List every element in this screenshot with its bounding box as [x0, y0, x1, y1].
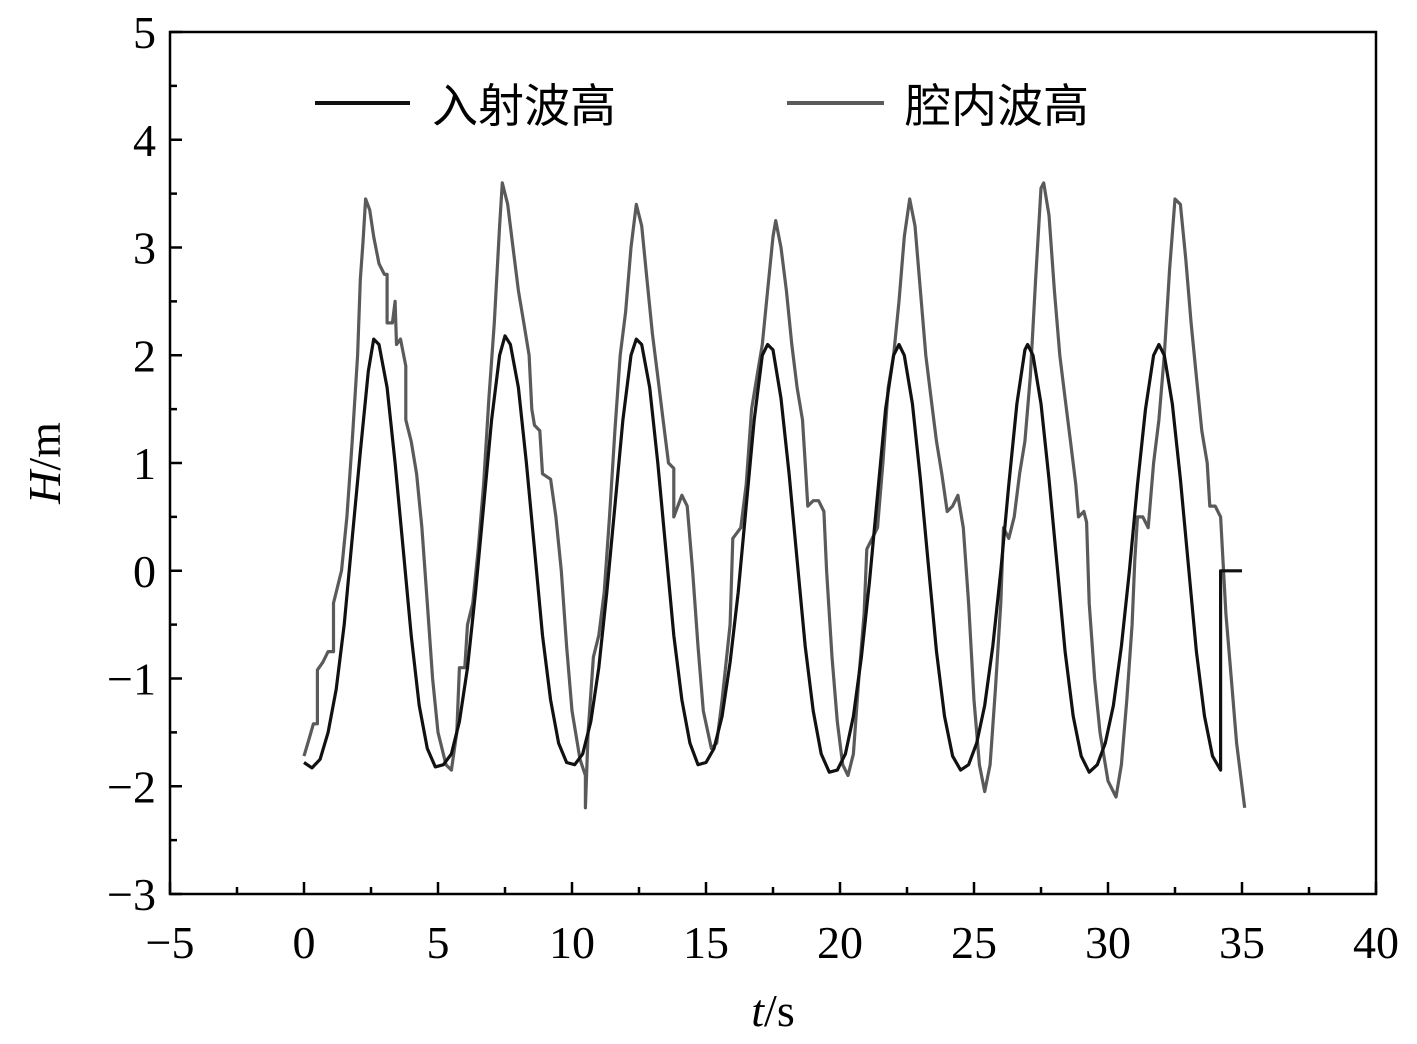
x-tick-label: −5 [146, 917, 195, 968]
y-tick-label: 5 [133, 7, 156, 58]
x-tick-label: 5 [427, 917, 450, 968]
y-tick-label: −1 [107, 654, 156, 705]
x-tick-label: 20 [817, 917, 863, 968]
x-tick-label: 35 [1219, 917, 1265, 968]
x-tick-label: 0 [293, 917, 316, 968]
y-tick-label: −3 [107, 869, 156, 920]
y-tick-label: 1 [133, 438, 156, 489]
legend-label-incident-wave: 入射波高 [432, 79, 616, 133]
x-tick-label: 15 [683, 917, 729, 968]
y-axis-label: H/m [19, 422, 70, 505]
series-line-cavity-wave [302, 181, 1247, 810]
x-tick-label: 25 [951, 917, 997, 968]
axis-tick-labels: −5 0 5 10 15 20 25 30 35 40 −3 −2 −1 0 1 2 3 4 5 [107, 7, 1399, 968]
x-tick-label: 10 [549, 917, 595, 968]
y-tick-label: −2 [107, 761, 156, 812]
y-tick-label: 2 [133, 330, 156, 381]
x-axis-label: t/s [751, 985, 794, 1036]
x-tick-label: 40 [1353, 917, 1399, 968]
x-tick-label: 30 [1085, 917, 1131, 968]
series-layer [302, 181, 1247, 810]
y-tick-label: 3 [133, 223, 156, 274]
y-tick-label: 4 [133, 115, 156, 166]
y-tick-label: 0 [133, 546, 156, 597]
legend-label-cavity-wave: 腔内波高 [905, 79, 1089, 133]
series-line-incident-wave [303, 334, 1242, 774]
axis-ticks [168, 30, 1378, 896]
legend: 入射波高 腔内波高 [315, 79, 1089, 133]
